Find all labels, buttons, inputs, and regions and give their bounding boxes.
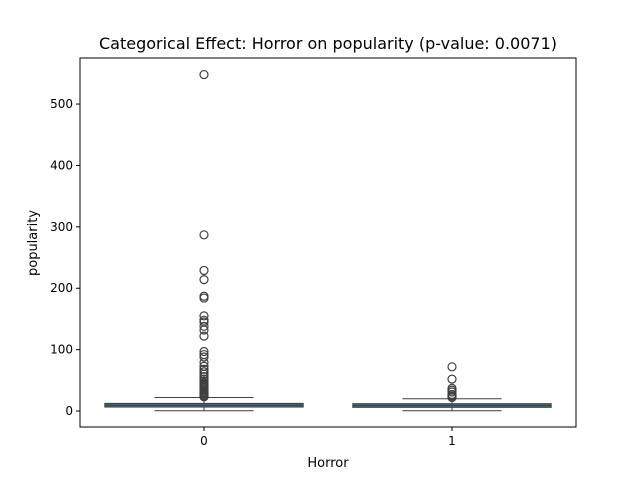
outlier-point (199, 352, 209, 362)
outlier-point (199, 321, 209, 331)
outlier-point (199, 69, 209, 80)
outlier-point (447, 374, 457, 384)
y-tick-label: 300 (50, 220, 73, 234)
box-1 (352, 362, 552, 412)
outlier-point (199, 325, 209, 335)
outlier-point (199, 275, 209, 285)
outlier-point (447, 392, 457, 403)
y-tick-label: 0 (65, 404, 73, 418)
plot-area-frame (79, 57, 577, 428)
box-series (104, 69, 552, 412)
outlier-point (199, 265, 209, 276)
y-axis-label: popularity (26, 210, 41, 276)
outlier-point (199, 392, 209, 402)
outlier-point (199, 357, 209, 368)
outlier-point (447, 362, 457, 372)
outlier-point (199, 230, 209, 240)
outlier-point (199, 331, 209, 341)
x-axis-label: Horror (307, 456, 349, 471)
y-tick-label: 200 (50, 281, 73, 295)
outlier-point (199, 311, 209, 321)
y-tick-label: 500 (50, 97, 73, 111)
y-tick-label: 100 (50, 343, 73, 357)
chart-title: Categorical Effect: Horror on popularity… (99, 34, 557, 53)
outlier-point (199, 291, 209, 301)
y-tick-label: 400 (50, 158, 73, 172)
outlier-point (447, 387, 457, 397)
outlier-point (199, 346, 209, 357)
outlier-point (199, 293, 209, 303)
outlier-point (199, 367, 209, 377)
box-0 (104, 69, 304, 412)
outlier-point (199, 364, 209, 374)
x-tick-label: 1 (448, 434, 456, 448)
y-axis: 0 100 200 300 400 500 (50, 97, 80, 418)
x-tick-label: 0 (200, 434, 208, 448)
